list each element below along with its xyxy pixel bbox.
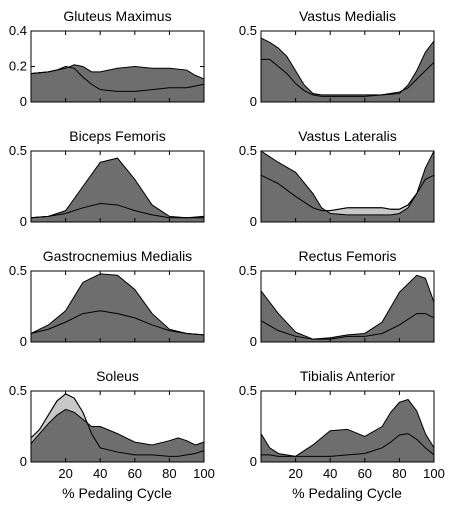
series-line-0 (260, 174, 435, 212)
panel-title: Gastrocnemius Medialis (43, 248, 192, 264)
y-tick-label: 0.4 (9, 23, 27, 38)
panel-title: Biceps Femoris (69, 128, 165, 144)
axes-box (30, 150, 205, 223)
series-line-0 (30, 393, 205, 457)
y-tick-label: 0 (20, 94, 27, 109)
x-tick-label: 80 (162, 466, 176, 481)
axes-box (260, 270, 435, 343)
axes-box (30, 390, 205, 463)
x-tick-label: 60 (128, 466, 142, 481)
x-tick-label: 100 (193, 466, 215, 481)
y-tick-label: 0.5 (239, 23, 257, 38)
series-area-1 (30, 157, 205, 223)
chart-panel-3: Vastus Lateralis 0 0.5 (239, 128, 435, 229)
chart-panel-6: Soleus 0 0.5 20 40 60 80 100 (9, 368, 215, 481)
panel-title: Gluteus Maximus (63, 8, 171, 24)
axes-box (260, 150, 435, 223)
x-axis-label-right: % Pedaling Cycle (292, 485, 402, 501)
y-tick-label: 0.2 (9, 59, 27, 74)
y-tick-label: 0 (250, 454, 257, 469)
chart-panel-0: Gluteus Maximus 0 0.2 0.4 (9, 8, 205, 109)
chart-panel-7: Tibialis Anterior 0 0.5 20 40 60 80 100 (239, 368, 445, 481)
y-tick-label: 0.5 (239, 143, 257, 158)
y-tick-label: 0.5 (9, 263, 27, 278)
series-line-0 (30, 65, 205, 92)
y-tick-label: 0 (250, 334, 257, 349)
series-area-1 (260, 398, 435, 463)
panel-title: Tibialis Anterior (300, 368, 396, 384)
axes-box (30, 270, 205, 343)
chart-panel-1: Vastus Medialis 0 0.5 (239, 8, 435, 109)
series-line-0 (261, 433, 435, 457)
chart-panel-4: Gastrocnemius Medialis 0 0.5 (9, 248, 205, 349)
x-tick-label: 100 (423, 466, 445, 481)
series-line-0 (30, 310, 205, 336)
series-line-0 (260, 313, 435, 340)
y-tick-label: 0.5 (9, 143, 27, 158)
x-tick-label: 20 (58, 466, 72, 481)
x-tick-label: 80 (392, 466, 406, 481)
series-area-1 (260, 274, 435, 343)
y-tick-label: 0 (20, 214, 27, 229)
y-tick-label: 0 (250, 214, 257, 229)
x-axis-label-left: % Pedaling Cycle (62, 485, 172, 501)
panel-title: Vastus Medialis (299, 8, 396, 24)
chart-panel-5: Rectus Femoris 0 0.5 (239, 248, 435, 349)
x-tick-label: 40 (323, 466, 337, 481)
series-line-0 (261, 58, 435, 97)
series-line-0 (30, 203, 204, 219)
x-tick-label: 60 (358, 466, 372, 481)
series-area-1 (30, 408, 205, 463)
y-tick-label: 0.5 (9, 383, 27, 398)
panel-title: Vastus Lateralis (298, 128, 397, 144)
y-tick-label: 0 (20, 454, 27, 469)
panel-title: Rectus Femoris (298, 248, 396, 264)
series-area-1 (260, 150, 435, 223)
y-tick-label: 0 (250, 94, 257, 109)
x-tick-label: 20 (288, 466, 302, 481)
chart-panel-2: Biceps Femoris 0 0.5 (9, 128, 205, 229)
y-tick-label: 0.5 (239, 383, 257, 398)
y-tick-label: 0 (20, 334, 27, 349)
y-tick-label: 0.5 (239, 263, 257, 278)
series-area-1 (260, 37, 435, 103)
axes-box (260, 30, 435, 103)
panel-title: Soleus (96, 368, 139, 384)
x-tick-label: 40 (93, 466, 107, 481)
axes-box (260, 390, 435, 463)
